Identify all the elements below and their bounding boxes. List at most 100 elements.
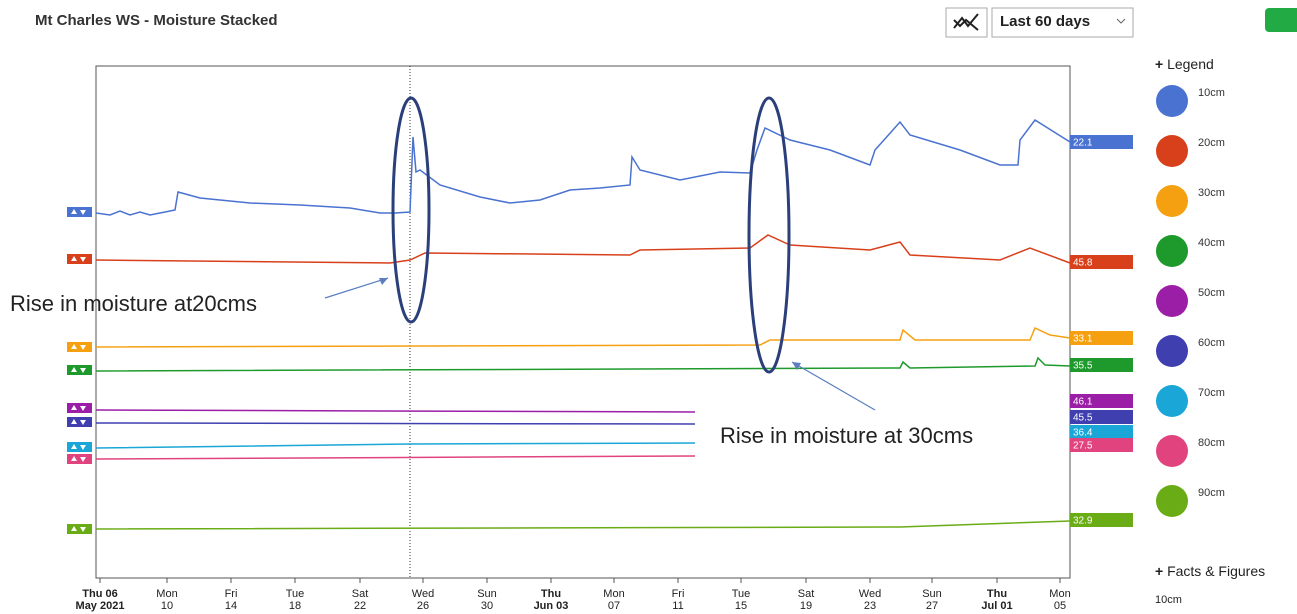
value-tag — [1070, 135, 1133, 149]
x-tick-date: 18 — [289, 600, 301, 612]
x-tick-date: 07 — [608, 600, 620, 612]
legend-label: 10cm — [1198, 87, 1225, 99]
value-tag — [1070, 358, 1133, 372]
axis-toggle-icon — [71, 526, 86, 532]
legend-swatch[interactable] — [1156, 385, 1188, 417]
legend-title[interactable]: + Legend — [1155, 56, 1214, 72]
trace — [95, 326, 1071, 348]
legend-swatch[interactable] — [1156, 285, 1188, 317]
annotation-arrow — [791, 361, 876, 411]
trace — [95, 409, 696, 413]
value-tag — [1070, 255, 1133, 269]
legend-swatch[interactable] — [1156, 135, 1188, 167]
legend-title-text: Legend — [1167, 56, 1214, 72]
x-tick-day: Wed — [412, 588, 434, 600]
trace — [95, 520, 1071, 530]
axis-toggle[interactable] — [67, 254, 92, 264]
annotation: Rise in moisture at20cms — [10, 291, 257, 316]
save-button[interactable] — [1265, 8, 1297, 32]
x-tick-date: Jun 03 — [534, 600, 569, 612]
chart-type-icon — [953, 13, 979, 31]
x-tick-date: 19 — [800, 600, 812, 612]
annotation-arrow — [324, 277, 389, 299]
x-tick-day: Wed — [859, 588, 881, 600]
axis-toggle[interactable] — [67, 442, 92, 452]
plus-icon: + — [1155, 56, 1167, 72]
value-tag — [1070, 410, 1133, 424]
highlight-ellipse — [747, 96, 791, 374]
legend-label: 90cm — [1198, 487, 1225, 499]
trace — [95, 442, 696, 449]
x-tick-day: Thu 06 — [82, 588, 117, 600]
value-tag-label: 22.1 — [1073, 138, 1093, 149]
axis-toggle-icon — [71, 367, 86, 373]
x-tick-day: Thu — [987, 588, 1007, 600]
axis-toggle[interactable] — [67, 524, 92, 534]
axis-toggle[interactable] — [67, 403, 92, 413]
legend-label: 20cm — [1198, 137, 1225, 149]
value-tag — [1070, 438, 1133, 452]
value-tag-label: 33.1 — [1073, 334, 1093, 345]
axis-toggle[interactable] — [67, 417, 92, 427]
dropdown-arrow — [1116, 18, 1126, 24]
plus-icon: + — [1155, 563, 1167, 579]
x-tick-day: Mon — [1049, 588, 1070, 600]
arrow-head — [792, 362, 801, 370]
legend-label: 80cm — [1198, 437, 1225, 449]
value-tag — [1070, 331, 1133, 345]
x-tick-date: 27 — [926, 600, 938, 612]
plot-area — [95, 65, 1071, 579]
trace — [95, 356, 1071, 372]
legend-label: 30cm — [1198, 187, 1225, 199]
x-tick-date: 23 — [864, 600, 876, 612]
x-tick-date: 30 — [481, 600, 493, 612]
range-dropdown[interactable] — [991, 7, 1134, 38]
x-tick-day: Tue — [732, 588, 751, 600]
x-tick-date: Jul 01 — [981, 600, 1012, 612]
axis-toggle[interactable] — [67, 365, 92, 375]
x-tick-day: Sat — [798, 588, 815, 600]
legend-label: 60cm — [1198, 337, 1225, 349]
axis-toggle-icon — [71, 344, 86, 350]
x-tick-date: 10 — [161, 600, 173, 612]
x-tick-day: Tue — [286, 588, 305, 600]
trace — [95, 118, 1071, 216]
axis-toggle[interactable] — [67, 342, 92, 352]
legend-swatch[interactable] — [1156, 235, 1188, 267]
legend-swatch[interactable] — [1156, 335, 1188, 367]
x-tick-day: Mon — [156, 588, 177, 600]
axis-toggle[interactable] — [67, 454, 92, 464]
value-tag-label: 32.9 — [1073, 516, 1093, 527]
arrow-head — [379, 278, 388, 285]
value-tag-label: 36.4 — [1073, 428, 1093, 439]
annotation: Rise in moisture at 30cms — [720, 423, 973, 448]
value-tag-label: 46.1 — [1073, 397, 1093, 408]
axis-toggle[interactable] — [67, 207, 92, 217]
x-tick-day: Sun — [922, 588, 942, 600]
facts-title[interactable]: + Facts & Figures — [1155, 563, 1265, 579]
value-tag — [1070, 394, 1133, 408]
trace — [95, 234, 1071, 264]
x-tick-day: Mon — [603, 588, 624, 600]
legend-swatch[interactable] — [1156, 485, 1188, 517]
axis-toggle-icon — [71, 456, 86, 462]
value-tag-label: 45.5 — [1073, 413, 1093, 424]
dynamic: 22.1 10cm 45.8 20cm 33.1 30cm 35.5 40cm 46.1 50cm… — [67, 85, 1225, 612]
x-tick-date: 15 — [735, 600, 747, 612]
facts-item: 10cm — [1155, 594, 1182, 606]
legend-swatch[interactable] — [1156, 185, 1188, 217]
range-label: Last 60 days — [1000, 13, 1090, 30]
value-tag — [1070, 513, 1133, 527]
legend-label: 40cm — [1198, 237, 1225, 249]
x-tick-date: 22 — [354, 600, 366, 612]
legend-swatch[interactable] — [1156, 85, 1188, 117]
x-tick-date: 14 — [225, 600, 237, 612]
legend-swatch[interactable] — [1156, 435, 1188, 467]
x-tick-date: 05 — [1054, 600, 1066, 612]
value-tag — [1070, 425, 1133, 439]
x-tick-date: May 2021 — [76, 600, 125, 612]
axis-toggle-icon — [71, 256, 86, 262]
value-tag-label: 45.8 — [1073, 258, 1093, 269]
legend-label: 70cm — [1198, 387, 1225, 399]
facts-title-text: Facts & Figures — [1167, 563, 1265, 579]
